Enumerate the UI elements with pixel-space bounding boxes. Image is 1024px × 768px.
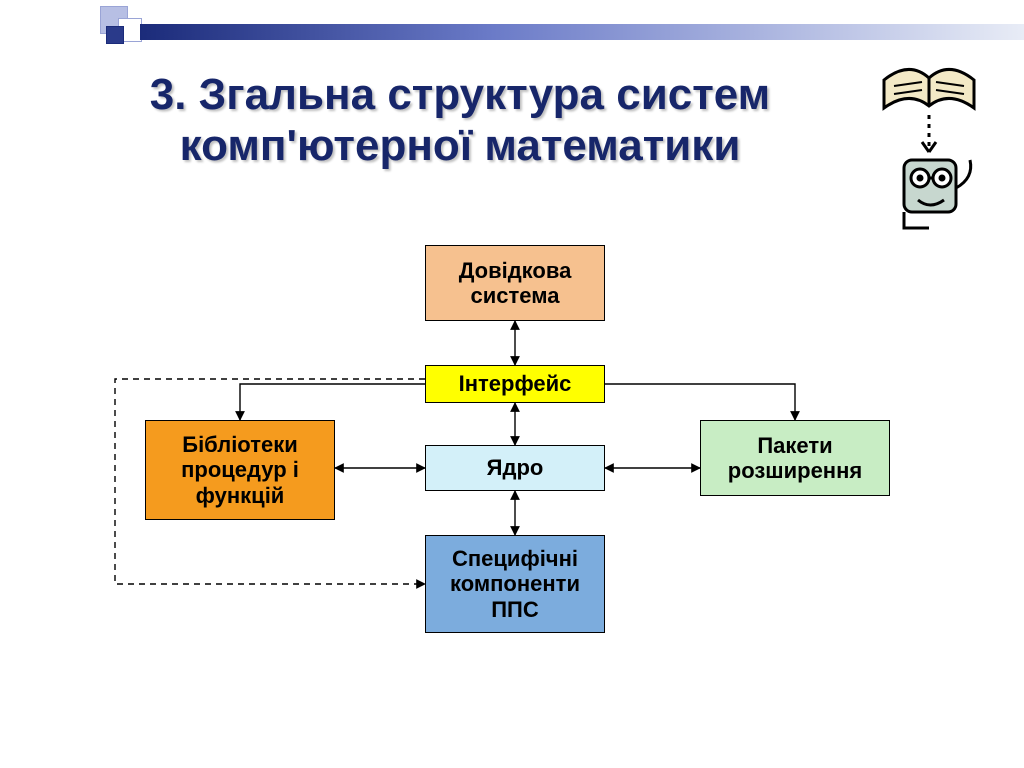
node-ext: Пакетирозширення	[700, 420, 890, 496]
diagram-nodes-layer: Довідковасистема Інтерфейс Ядро Специфічнік…	[0, 0, 1024, 768]
node-iface: Інтерфейс	[425, 365, 605, 403]
node-libs: Бібліотекипроцедур іфункцій	[145, 420, 335, 520]
node-help: Довідковасистема	[425, 245, 605, 321]
node-core: Ядро	[425, 445, 605, 491]
node-spec: СпецифічнікомпонентиППС	[425, 535, 605, 633]
